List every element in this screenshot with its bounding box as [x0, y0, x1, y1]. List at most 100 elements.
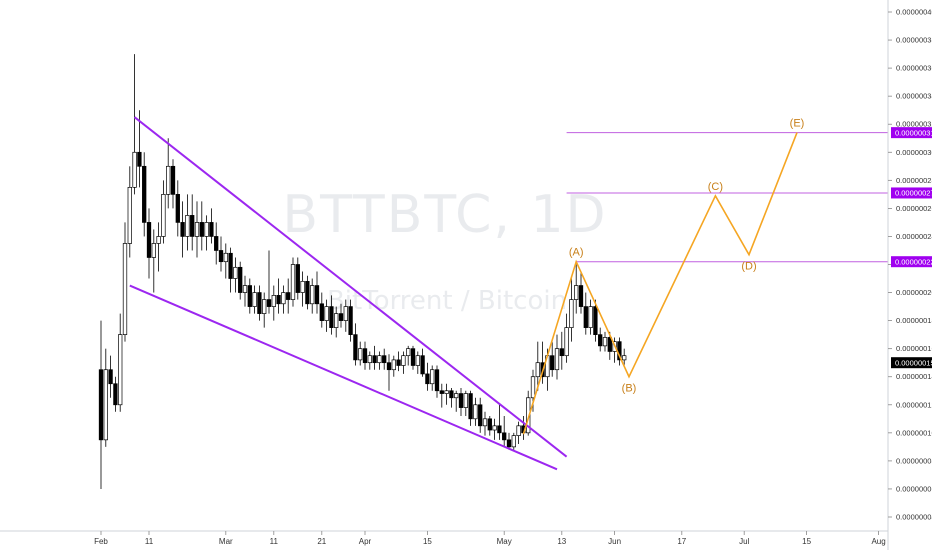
candle-body-up: [223, 252, 228, 263]
candle: [199, 201, 204, 251]
candle: [377, 351, 382, 370]
candle: [247, 278, 252, 314]
candle-body-down: [305, 280, 310, 305]
elliott-wave-path[interactable]: [522, 132, 798, 435]
level-price-tag: 0.00000031: [891, 127, 932, 139]
candle-body-down: [583, 306, 588, 328]
candle: [142, 152, 147, 237]
candle: [622, 348, 627, 366]
candle-body-down: [434, 369, 440, 392]
candle-body-up: [132, 151, 137, 188]
price-tick-label: 0.00000010: [896, 428, 932, 437]
candle-body-down: [175, 194, 180, 223]
candle: [516, 421, 521, 445]
price-tick-label: 0.00000034: [896, 92, 932, 101]
candle: [362, 341, 368, 370]
candle-body-up: [391, 359, 396, 371]
candle: [458, 387, 464, 416]
candle: [382, 348, 387, 370]
candle: [156, 222, 161, 272]
candle-body-down: [598, 334, 603, 347]
candle-body-up: [367, 355, 372, 364]
candle: [185, 194, 190, 251]
candle: [550, 341, 555, 377]
time-tick-label: Jul: [739, 537, 749, 546]
candle: [391, 355, 396, 377]
candle: [161, 180, 166, 244]
time-axis[interactable]: Feb 11 Mar 11 21 Apr 15 May 13 Jun 17 Jul 15 Aug: [94, 531, 886, 546]
candle: [492, 418, 497, 440]
candle-body-down: [314, 285, 320, 305]
candle-body-down: [137, 151, 142, 167]
candle-body-up: [622, 355, 627, 361]
candle-body-down: [238, 266, 243, 293]
candle: [290, 257, 296, 307]
candle-body-down: [319, 303, 324, 321]
wedge-trendline[interactable]: [129, 284, 558, 471]
candle-body-up: [194, 222, 200, 237]
candle-body-up: [554, 348, 560, 371]
candle-body-up: [161, 194, 166, 237]
candle: [593, 299, 598, 342]
candle-body-down: [607, 337, 612, 352]
candle-body-up: [530, 376, 536, 399]
candle: [103, 348, 108, 447]
candle: [170, 159, 176, 209]
candle-body-down: [276, 295, 281, 305]
wedge-trendline[interactable]: [133, 116, 568, 458]
price-tags: 0.00000031 0.00000027 0.00000022 0.00000015: [891, 127, 932, 369]
candle: [180, 201, 185, 258]
candle: [190, 194, 195, 251]
candle: [300, 271, 305, 307]
candle: [574, 264, 579, 314]
candle-body-down: [372, 355, 377, 364]
price-tick-label: 0.00000038: [896, 36, 932, 45]
candle-body-down: [559, 348, 564, 357]
time-tick-label: 21: [317, 537, 326, 546]
candle: [454, 390, 459, 412]
candle: [463, 390, 468, 416]
candle-body-up: [415, 355, 420, 366]
price-tick-label: 0.00000040: [896, 8, 932, 17]
price-tick-label: 0.00000016: [896, 344, 932, 353]
candle: [343, 299, 348, 332]
candle: [295, 257, 300, 300]
candle-body-down: [439, 390, 444, 394]
name-watermark: BitTorrent / Bitcoin: [327, 286, 567, 316]
candle: [319, 292, 324, 328]
candle-body-up: [602, 337, 608, 347]
candle-body-down: [396, 359, 401, 366]
candle: [127, 166, 132, 258]
price-tick-label: 0.00000004: [896, 513, 932, 522]
level-price-tag: 0.00000027: [891, 187, 932, 199]
candle: [286, 278, 291, 314]
wave-label: (D): [741, 261, 756, 273]
candle: [223, 243, 228, 279]
candle: [386, 354, 392, 391]
price-axis[interactable]: 0.00000040 0.00000038 0.00000036 0.00000034…: [888, 8, 932, 522]
candle: [175, 180, 180, 237]
candle: [166, 138, 171, 209]
candle: [209, 208, 214, 244]
candle: [348, 299, 353, 342]
level-price-tag-text: 0.00000027: [895, 189, 932, 198]
candle: [242, 275, 248, 307]
candle-body-down: [329, 306, 334, 328]
candle: [151, 229, 156, 293]
candle: [194, 201, 200, 258]
level-price-tag-box: [891, 187, 932, 199]
time-tick-label: 17: [677, 537, 686, 546]
candle-body-down: [228, 252, 233, 279]
wave-label: (C): [708, 181, 723, 193]
candle: [401, 351, 406, 374]
price-tick-label: 0.00000028: [896, 176, 932, 185]
candle: [487, 416, 492, 436]
candle-body-down: [218, 250, 224, 263]
candle-body-up: [166, 165, 171, 195]
candle-body-up: [324, 306, 329, 321]
candle-body-down: [386, 362, 392, 371]
candle: [598, 327, 603, 352]
candle-body-down: [468, 393, 473, 420]
